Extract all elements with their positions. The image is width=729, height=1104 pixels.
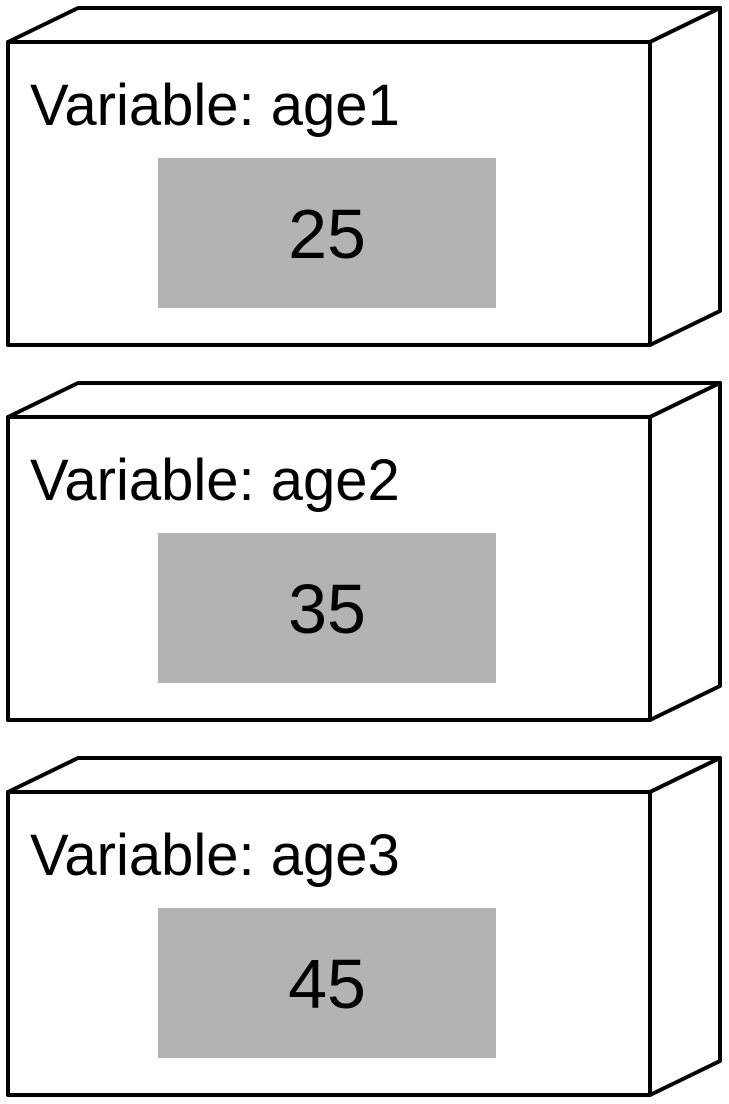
variable-label: Variable: age1 bbox=[30, 73, 400, 138]
box-side-face bbox=[648, 381, 722, 722]
variable-label: Variable: age2 bbox=[30, 448, 400, 513]
variable-label: Variable: age3 bbox=[30, 823, 400, 888]
box-top-face bbox=[6, 756, 722, 794]
value-cell bbox=[158, 908, 496, 1058]
value-cell bbox=[158, 158, 496, 308]
variable-value: 35 bbox=[288, 570, 366, 648]
value-cell bbox=[158, 533, 496, 683]
variable-value: 25 bbox=[288, 195, 366, 273]
variable-box-age1: Variable: age1 25 bbox=[6, 6, 722, 347]
box-side-face bbox=[648, 756, 722, 1097]
variable-box-age3: Variable: age3 45 bbox=[6, 756, 722, 1097]
box-top-face bbox=[6, 6, 722, 44]
variable-box-age2: Variable: age2 35 bbox=[6, 381, 722, 722]
box-top-face bbox=[6, 381, 722, 419]
variable-value: 45 bbox=[288, 945, 366, 1023]
box-side-face bbox=[648, 6, 722, 347]
